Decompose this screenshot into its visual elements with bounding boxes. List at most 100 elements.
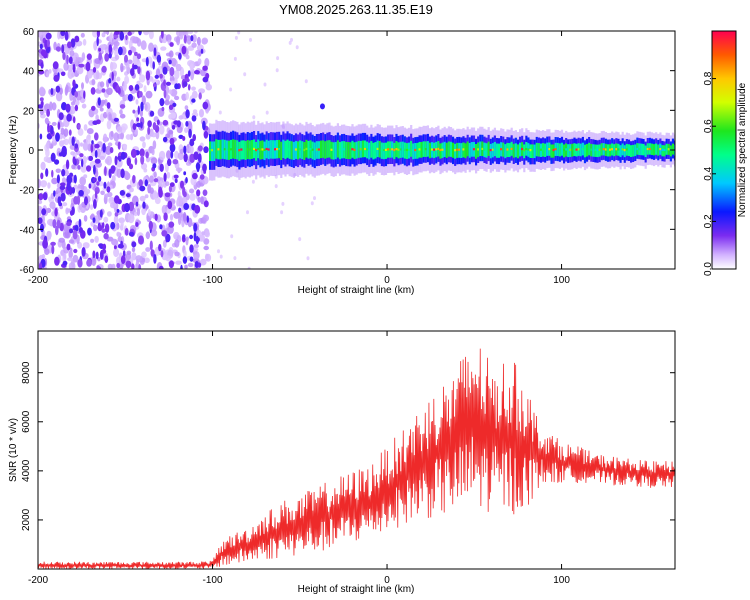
noise-blob (74, 35, 80, 43)
noise-cell (168, 89, 173, 95)
sparse-dot (263, 82, 267, 87)
band-peak (330, 148, 333, 151)
band-core (452, 142, 455, 158)
noise-cell (62, 202, 68, 207)
noise-cell (63, 252, 67, 260)
band-peak (305, 147, 308, 150)
noise-blob (88, 183, 92, 189)
noise-cell (173, 211, 181, 219)
noise-cell (80, 32, 85, 38)
band-peak (259, 148, 262, 151)
noise-blob (136, 117, 140, 122)
noise-blob (152, 163, 157, 169)
noise-blob (52, 61, 59, 70)
noise-blob (58, 202, 63, 207)
noise-cell (141, 207, 147, 216)
snr-x-label: Height of straight line (km) (298, 584, 415, 595)
noise-blob (149, 240, 153, 251)
noise-cell (103, 111, 108, 119)
noise-cell (47, 182, 51, 189)
noise-blob (114, 31, 120, 35)
band-core (341, 141, 344, 159)
noise-blob (185, 177, 188, 184)
noise-blob (113, 245, 117, 250)
noise-cell (166, 171, 171, 179)
noise-cell (203, 214, 210, 222)
noise-cell (183, 249, 187, 259)
noise-cell (205, 253, 212, 262)
sparse-dot (251, 179, 255, 184)
noise-blob (77, 259, 83, 268)
noise-cell (186, 37, 192, 45)
noise-blob (149, 110, 155, 117)
noise-cell (62, 139, 66, 145)
noise-blob (73, 248, 78, 254)
band-core (443, 141, 446, 157)
band-core (531, 144, 534, 158)
noise-cell (182, 211, 187, 222)
noise-blob (92, 67, 97, 73)
noise-cell (191, 42, 197, 48)
noise-cell (169, 213, 174, 221)
band-peak (217, 148, 220, 151)
noise-blob (39, 133, 43, 140)
noise-blob (163, 79, 166, 86)
noise-cell (165, 133, 171, 138)
noise-blob (119, 31, 125, 41)
sparse-dot (306, 256, 310, 261)
noise-blob (171, 124, 176, 130)
noise-blob (45, 168, 49, 177)
noise-blob (203, 130, 209, 139)
sparse-dot (313, 196, 316, 201)
noise-blob (159, 98, 165, 107)
band-peak (236, 148, 239, 151)
band-core (410, 140, 413, 157)
noise-blob (124, 202, 130, 213)
noise-cell (109, 32, 113, 41)
noise-cell (103, 31, 109, 34)
noise-cell (149, 175, 154, 183)
noise-cell (158, 150, 166, 161)
band-peak (458, 148, 461, 151)
band-peak (380, 148, 383, 151)
band-core (292, 141, 295, 160)
noise-cell (174, 251, 180, 257)
noise-blob (60, 31, 66, 37)
noise-blob (50, 241, 56, 246)
band-peak (309, 148, 312, 151)
noise-blob (182, 136, 186, 141)
noise-cell (136, 38, 142, 47)
noise-blob (40, 100, 44, 107)
band-peak (466, 147, 469, 151)
noise-cell (199, 108, 204, 118)
noise-blob (101, 222, 105, 229)
band-core (533, 144, 536, 159)
noise-cell (94, 235, 99, 243)
noise-blob (104, 53, 110, 62)
noise-cell (107, 263, 113, 269)
noise-blob (131, 263, 135, 269)
band-peak (368, 148, 371, 152)
band-peak (485, 148, 488, 151)
noise-blob (39, 97, 44, 102)
noise-blob (79, 153, 84, 158)
noise-blob (93, 177, 97, 183)
noise-blob (84, 196, 88, 206)
noise-blob (203, 200, 209, 208)
colorbar-tick-label: 0.2 (703, 214, 714, 228)
noise-blob (50, 125, 54, 135)
noise-blob (92, 217, 96, 223)
band-peak (221, 147, 224, 151)
noise-blob (183, 153, 188, 163)
noise-cell (113, 215, 119, 225)
noise-blob (38, 217, 43, 224)
noise-blob (159, 224, 163, 230)
snr-ticks: -200 -100 0 100 2000 4000 6000 8000 (21, 331, 675, 586)
band-core (238, 141, 241, 161)
noise-blob (132, 64, 138, 70)
noise-cell (194, 31, 198, 34)
noise-blob (174, 178, 178, 183)
noise-cell (185, 193, 190, 201)
noise-cell (118, 217, 125, 224)
noise-blob (182, 81, 188, 87)
